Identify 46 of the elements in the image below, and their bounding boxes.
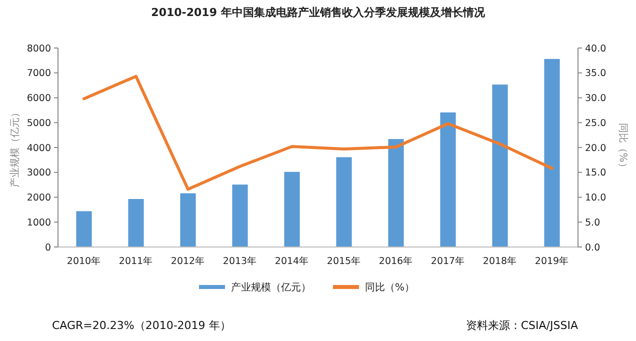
y-axis-title: 产业规模（亿元） [9,108,21,188]
y-tick-label: 4000 [26,142,51,154]
y-tick-label: 8000 [26,43,51,54]
bar [440,112,456,247]
x-tick-label: 2017年 [430,255,466,267]
x-tick-label: 2011年 [118,255,154,267]
bar [128,198,144,247]
x-tick-label: 2019年 [534,255,570,267]
legend-label: 同比（%） [365,282,415,294]
y2-tick-label: 40.0 [585,43,606,54]
text: 资料来源：CSIA/JSSIA [466,319,578,332]
x-tick-label: 2016年 [378,255,414,267]
x-tick-label: 2014年 [274,255,310,267]
bar [544,58,560,247]
bar [492,84,508,247]
y-tick-label: 0 [44,242,51,254]
y2-tick-label: 15.0 [585,168,606,179]
y2-tick-label: 20.0 [585,142,606,154]
line-series [82,74,554,191]
bar [388,139,404,247]
y-tick-label: 5000 [26,118,51,129]
x-tick-label: 2018年 [482,255,518,267]
text: CAGR=20.23%（2010-2019 年） [52,319,231,332]
y2-tick-label: 10.0 [585,192,606,204]
y2-tick-label: 25.0 [585,118,606,129]
y2-tick-label: 30.0 [585,93,606,104]
bar [180,193,196,247]
chart-title: 2010-2019 年中国集成电路产业销售收入分季发展规模及增长情况 [151,6,486,19]
y2-tick-label: 35.0 [585,68,606,80]
y-tick-label: 3000 [26,168,51,179]
y-tick-label: 1000 [26,217,51,228]
bar [284,172,300,247]
x-tick-label: 2012年 [170,255,206,267]
y2-tick-label: 5.0 [585,217,600,228]
x-tick-label: 2010年 [66,255,102,267]
bar [232,184,248,247]
x-tick-label: 2013年 [222,255,258,267]
y-tick-label: 6000 [26,93,51,104]
bar [76,211,92,247]
y-tick-label: 2000 [26,192,51,204]
legend-label: 产业规模（亿元） [231,282,311,294]
bar [336,157,352,247]
y2-axis-title: 同比（%） [617,122,629,172]
y2-tick-label: 0.0 [585,242,600,254]
y-tick-label: 7000 [26,68,51,80]
x-tick-label: 2015年 [326,255,362,267]
